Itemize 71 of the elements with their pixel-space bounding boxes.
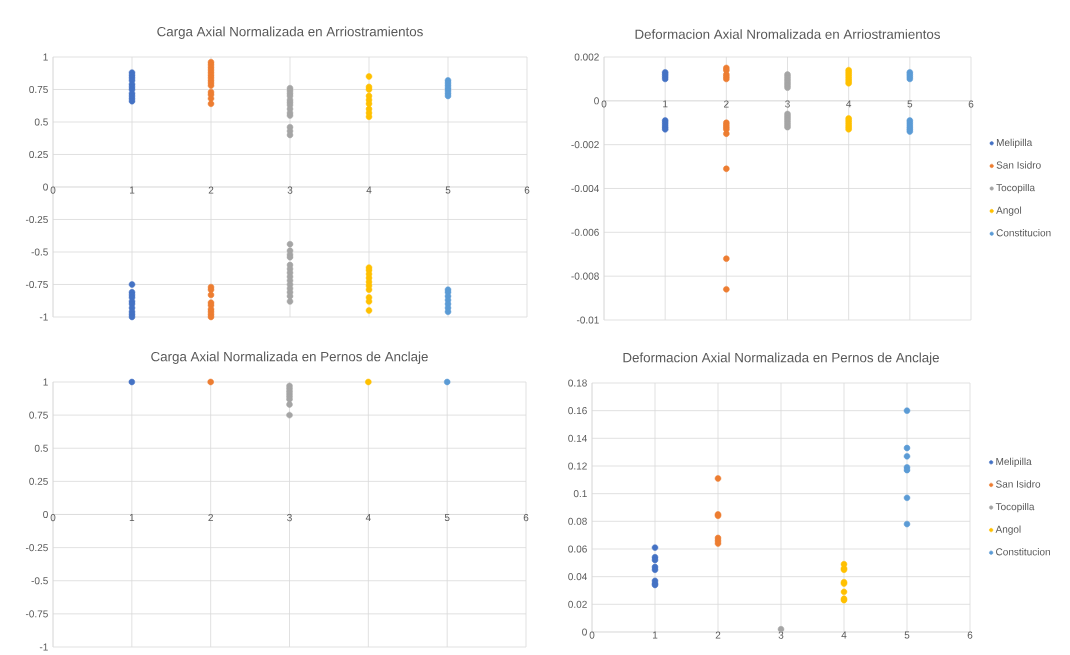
y-tick-label: 0.04: [568, 573, 587, 581]
y-tick-label: 1: [43, 378, 48, 386]
x-tick-label: 0: [601, 100, 607, 108]
y-tick-label: 0.02: [568, 600, 587, 608]
x-tick-label: 0: [50, 186, 56, 194]
x-tick-label: 6: [524, 186, 530, 194]
x-tick-label: 5: [444, 514, 450, 522]
x-tick-label: 1: [129, 514, 135, 522]
y-tick-label: 0.5: [34, 444, 48, 452]
y-tick-label: 0.14: [568, 434, 587, 442]
legend-label: Tocopilla: [996, 183, 1036, 194]
x-tick-label: 5: [904, 631, 910, 639]
y-tick-label: 0.12: [568, 462, 587, 470]
y-tick-label: 0.25: [29, 151, 48, 159]
chart-title: Deformacion Axial Normalizada en Pernos de Anclaje: [623, 352, 939, 366]
y-tick-label: 0.002: [574, 53, 599, 61]
x-tick-label: 1: [652, 631, 658, 639]
x-tick-label: 5: [907, 100, 913, 108]
chart-title: Carga Axial Normalizada en Arriostramientos: [157, 26, 423, 40]
x-tick-label: 3: [785, 100, 790, 108]
legend-label: Angol: [995, 525, 1021, 535]
legend-label: Melipilla: [996, 138, 1033, 149]
y-tick-label: 0.1: [573, 490, 587, 498]
y-tick-label: -0.01: [576, 316, 599, 324]
y-tick-label: 0.16: [568, 407, 587, 415]
y-tick-label: -0.002: [571, 141, 599, 149]
y-tick-label: -1: [39, 643, 48, 651]
chart-title: Deformacion Axial Nromalizada en Arriostramientos: [635, 29, 940, 40]
x-tick-label: 4: [366, 186, 372, 194]
legend-label: Melipilla: [996, 457, 1032, 468]
x-tick-label: 4: [846, 100, 852, 108]
y-tick-label: -0.25: [25, 216, 48, 224]
chart-title: Carga Axial Normalizada en Pernos de Anclaje: [151, 351, 428, 365]
x-tick-label: 4: [841, 631, 847, 639]
x-tick-label: 2: [208, 186, 214, 194]
y-tick-label: -0.008: [571, 272, 599, 280]
legend-label: Constitucion: [996, 548, 1050, 556]
y-tick-label: 0.18: [568, 379, 587, 387]
y-tick-label: 0.5: [34, 118, 48, 126]
y-tick-label: -1: [39, 313, 48, 321]
y-tick-label: -0.5: [31, 577, 48, 585]
x-tick-label: 5: [445, 186, 451, 194]
x-tick-label: 6: [967, 631, 973, 639]
x-tick-label: 0: [50, 514, 56, 522]
y-tick-label: 0.06: [568, 545, 587, 553]
y-tick-label: 1: [43, 53, 48, 61]
x-tick-label: 2: [208, 514, 213, 522]
y-tick-label: -0.5: [31, 248, 48, 256]
legend-label: Constitucion: [996, 229, 1051, 237]
y-tick-label: 0.75: [29, 86, 48, 94]
x-tick-label: 3: [287, 186, 293, 194]
y-tick-label: -0.75: [25, 281, 48, 289]
y-tick-label: -0.75: [25, 610, 48, 618]
x-tick-label: 1: [129, 186, 135, 194]
x-tick-label: 6: [968, 100, 974, 108]
y-tick-label: -0.006: [571, 228, 599, 236]
y-tick-label: 0.25: [29, 477, 48, 485]
x-tick-label: 6: [523, 514, 529, 522]
legend-label: Tocopilla: [995, 502, 1035, 513]
x-tick-label: 4: [365, 514, 371, 522]
y-tick-label: 0.08: [568, 517, 587, 525]
x-tick-label: 1: [663, 100, 668, 108]
y-tick-label: 0.75: [29, 411, 48, 419]
legend-label: San Isidro: [996, 161, 1041, 169]
legend-label: San Isidro: [996, 480, 1041, 488]
x-tick-label: 3: [287, 514, 292, 522]
y-tick-label: -0.25: [25, 544, 48, 552]
x-tick-label: 2: [715, 631, 721, 639]
legend-label: Angol: [996, 206, 1022, 216]
y-tick-label: -0.004: [571, 185, 599, 193]
x-tick-label: 2: [724, 100, 729, 108]
